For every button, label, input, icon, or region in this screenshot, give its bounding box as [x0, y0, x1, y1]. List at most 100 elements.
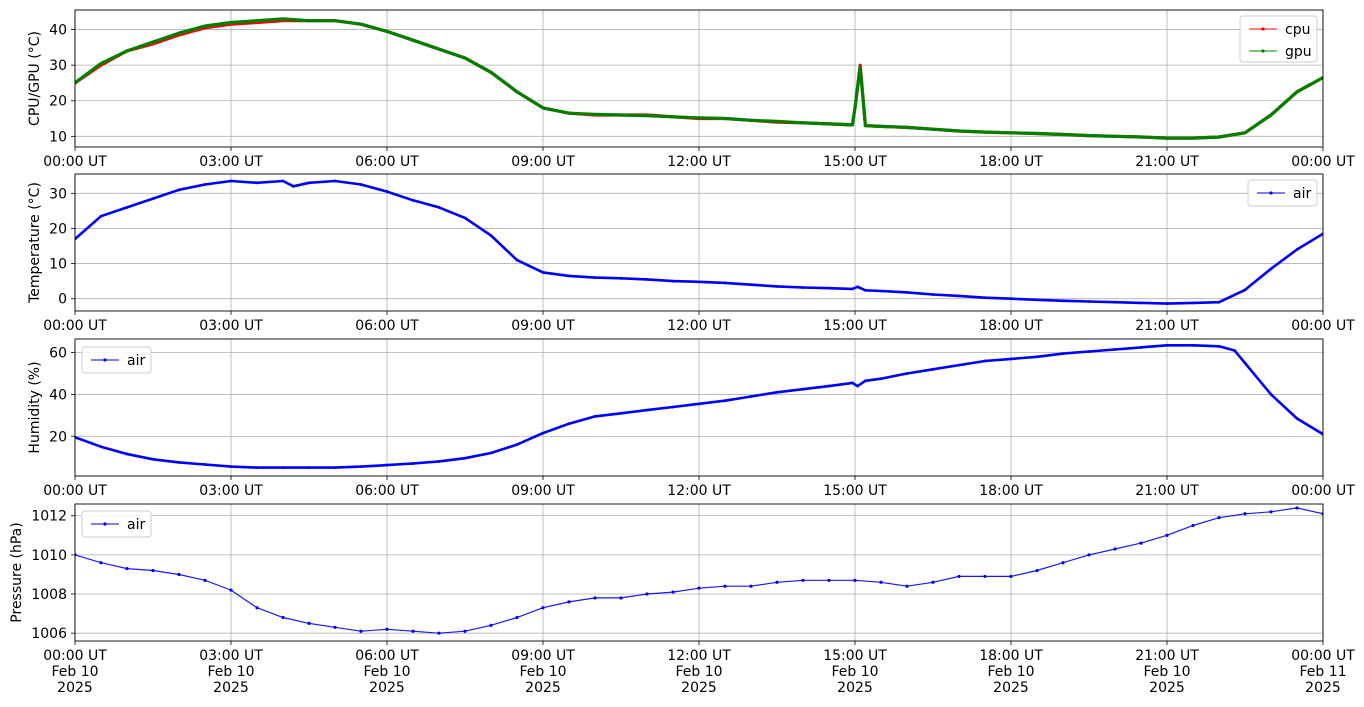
data-point: [151, 568, 155, 573]
data-point: [411, 462, 415, 465]
legend-marker-air: [103, 358, 107, 362]
data-point: [957, 294, 961, 298]
legend: cpu gpu: [1239, 15, 1318, 63]
data-point: [203, 463, 207, 466]
data-point: [879, 124, 883, 128]
data-point: [1295, 248, 1299, 251]
data-point: [619, 276, 623, 280]
x-tick-label: 12:00 UT: [667, 318, 731, 334]
data-point: [255, 181, 259, 185]
y-tick-label: 0: [58, 292, 67, 308]
data-point: [385, 463, 389, 467]
data-point: [255, 466, 259, 470]
data-point: [593, 276, 597, 280]
x-tick-label: 12:00 UT Feb 10 2025: [667, 648, 731, 696]
data-point: [827, 578, 831, 582]
axes-frame: [74, 338, 1324, 477]
data-point: [619, 113, 623, 117]
data-point: [983, 359, 987, 363]
x-tick-label: 03:00 UT Feb 10 2025: [199, 648, 263, 696]
data-point: [1217, 516, 1221, 520]
data-point: [177, 31, 181, 35]
data-point: [593, 596, 597, 600]
data-point: [864, 379, 867, 383]
x-tick-label: 09:00 UT: [511, 483, 575, 499]
data-point: [515, 443, 519, 447]
x-tick-label: 18:00 UT: [979, 318, 1043, 334]
chart-panel-1: 00:00 UT 03:00 UT 06:00 UT 09:00 UT 12:00 UT…: [27, 9, 1355, 170]
data-point: [1269, 393, 1273, 396]
data-point: [1087, 553, 1091, 557]
data-point: [567, 422, 571, 426]
data-point: [851, 287, 854, 291]
data-point: [1165, 533, 1169, 537]
data-point: [255, 19, 259, 23]
x-tick-label: 18:00 UT Feb 10 2025: [979, 648, 1043, 696]
x-tick-label: 09:00 UT: [511, 154, 575, 170]
data-point: [359, 465, 363, 468]
x-tick-label: 09:00 UT: [511, 318, 575, 334]
y-axis-label: Temperature (°C): [27, 182, 43, 304]
data-point: [489, 234, 493, 237]
data-point: [1139, 345, 1143, 349]
data-point: [1035, 568, 1039, 573]
data-point: [905, 372, 909, 375]
legend-marker-air: [103, 522, 107, 526]
data-point: [775, 390, 779, 394]
legend-label-cpu: cpu: [1285, 22, 1310, 38]
chart-panel-3: 00:00 UT 03:00 UT 06:00 UT 09:00 UT 12:00 UT…: [27, 338, 1355, 499]
data-point: [1217, 344, 1221, 348]
data-point: [619, 596, 623, 600]
x-tick-label: 00:00 UT: [43, 318, 107, 334]
data-point: [541, 270, 545, 274]
data-point: [567, 600, 571, 604]
x-tick-label: 12:00 UT: [667, 483, 731, 499]
x-tick-label: 00:00 UT: [1291, 318, 1355, 334]
series-air: [75, 343, 1323, 470]
data-point: [437, 631, 441, 635]
data-point: [463, 56, 467, 60]
data-point: [567, 111, 571, 115]
y-tick-label: 1010: [31, 548, 67, 564]
data-point: [151, 197, 155, 200]
data-point: [983, 574, 987, 579]
data-point: [931, 580, 935, 584]
data-point: [411, 629, 415, 633]
data-point: [853, 106, 857, 110]
y-tick-label: 40: [49, 23, 67, 39]
data-point: [281, 17, 285, 21]
y-tick-label: 1006: [31, 626, 67, 642]
data-point: [333, 466, 337, 470]
data-point: [515, 615, 519, 620]
x-tick-label: 00:00 UT: [43, 154, 107, 170]
x-tick-label: 03:00 UT: [199, 318, 263, 334]
data-point: [1035, 298, 1039, 302]
legend-label-air: air: [127, 517, 145, 533]
x-tick-label: 06:00 UT: [355, 154, 419, 170]
data-point: [1295, 506, 1299, 510]
data-point: [931, 127, 935, 131]
axes-frame: [74, 173, 1324, 312]
data-point: [827, 122, 831, 126]
data-point: [463, 456, 467, 460]
data-point: [957, 363, 961, 367]
data-point: [697, 280, 701, 284]
data-point: [827, 384, 831, 388]
data-point: [1191, 343, 1195, 347]
data-point: [489, 70, 493, 74]
series-gpu: [75, 17, 1323, 140]
data-point: [801, 286, 805, 289]
x-tick-label: 15:00 UT: [823, 154, 887, 170]
data-point: [1113, 134, 1117, 138]
data-point: [541, 431, 545, 435]
data-point: [957, 574, 961, 579]
data-point: [957, 129, 961, 133]
data-point: [385, 190, 389, 193]
axes-frame: [74, 9, 1324, 148]
y-tick-label: 10: [49, 129, 67, 145]
data-point: [359, 183, 363, 186]
data-point: [671, 405, 675, 409]
data-point: [1009, 574, 1013, 579]
data-point: [463, 629, 467, 633]
legend: air: [1247, 179, 1318, 207]
